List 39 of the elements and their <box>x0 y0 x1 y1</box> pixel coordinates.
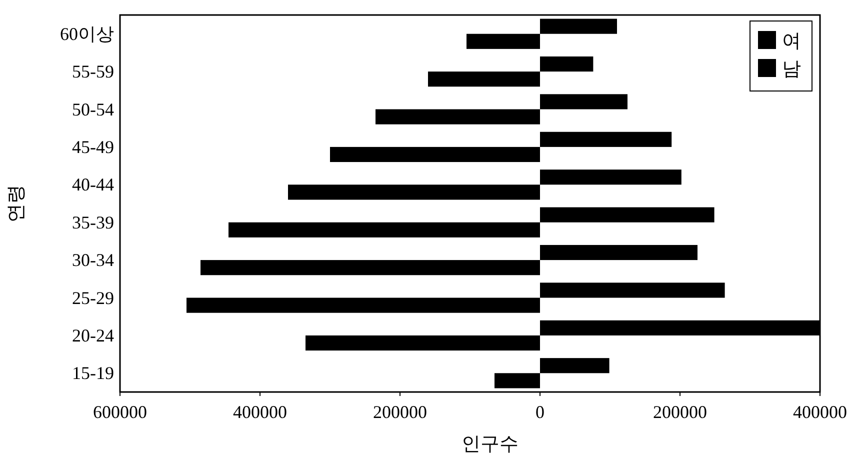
y-tick-label: 55-59 <box>72 62 114 82</box>
y-tick-label: 20-24 <box>72 325 114 346</box>
x-tick-label: 200000 <box>373 402 427 422</box>
y-tick-label: 30-34 <box>72 250 114 270</box>
bar <box>330 146 540 162</box>
x-axis-title: 인구수 <box>462 434 518 455</box>
bar <box>540 170 682 185</box>
y-tick-label: 35-39 <box>72 212 114 232</box>
y-tick-label: 40-44 <box>72 174 114 195</box>
x-tick-label: 200000 <box>653 402 707 422</box>
y-tick-label: 15-19 <box>72 363 114 384</box>
bar <box>540 56 594 72</box>
bar <box>540 132 672 147</box>
bar <box>376 109 540 124</box>
bar <box>540 244 698 260</box>
y-axis-title: 연령 <box>6 184 27 222</box>
y-tick-label: 60이상 <box>60 24 114 44</box>
bar <box>540 358 610 374</box>
bar <box>494 373 540 388</box>
legend-label: 남 <box>782 59 801 80</box>
x-tick-label: 600000 <box>93 402 147 422</box>
x-tick-label: 400000 <box>793 402 847 422</box>
legend-label: 여 <box>782 31 801 52</box>
bar <box>288 184 540 200</box>
bar <box>306 335 540 351</box>
x-tick-label: 0 <box>536 402 544 422</box>
bar <box>540 282 725 298</box>
bar <box>200 260 540 276</box>
bar <box>428 72 540 87</box>
y-tick-label: 50-54 <box>72 99 114 120</box>
bar <box>228 222 540 238</box>
bar <box>466 34 540 49</box>
y-tick-label: 25-29 <box>72 288 114 308</box>
y-tick-label: 45-49 <box>72 136 114 157</box>
bar <box>540 18 617 34</box>
bar <box>540 207 714 222</box>
x-tick-label: 400000 <box>233 402 287 422</box>
bar <box>540 94 628 110</box>
bar <box>186 298 540 313</box>
